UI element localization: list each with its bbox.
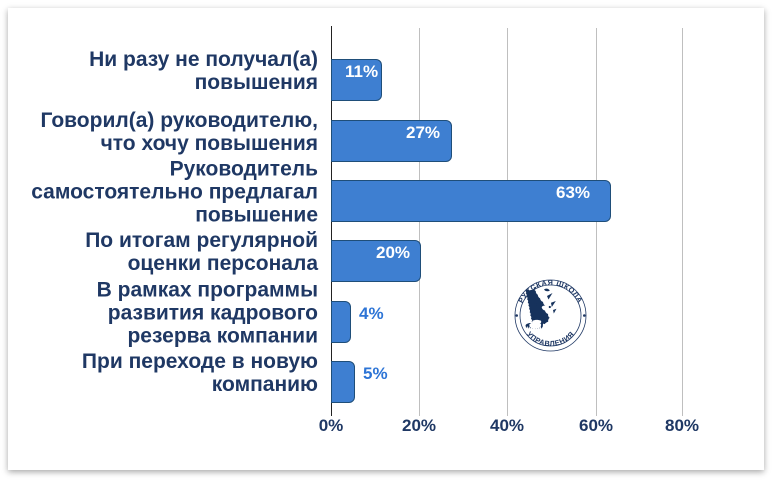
svg-text:РУССКАЯ ШКОЛА: РУССКАЯ ШКОЛА	[516, 279, 585, 305]
svg-text:УПРАВЛЕНИЯ: УПРАВЛЕНИЯ	[525, 330, 576, 349]
